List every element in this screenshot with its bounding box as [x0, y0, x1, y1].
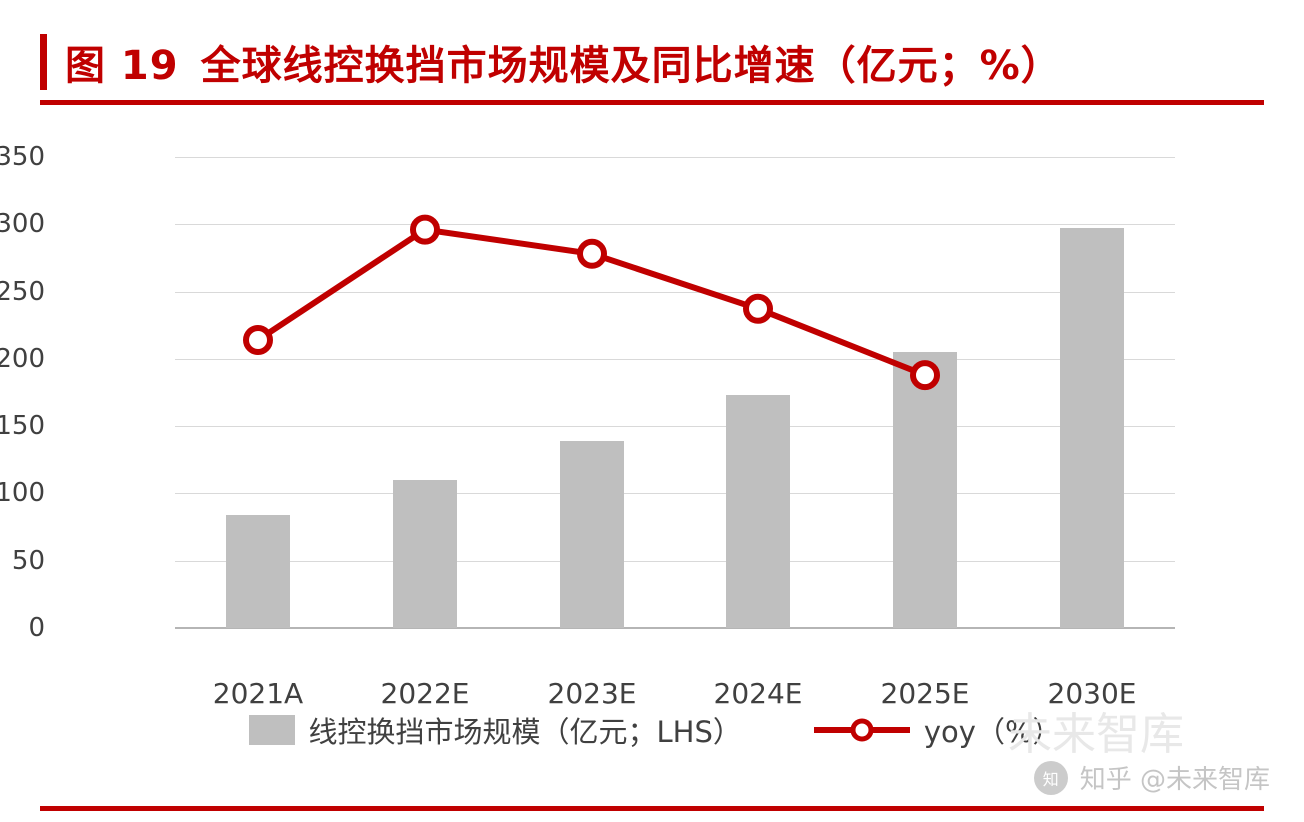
watermark: 知 知乎 @未来智库 [1033, 759, 1270, 796]
watermark-logo-icon: 知 [1033, 760, 1068, 795]
page-title: 全球线控换挡市场规模及同比增速（亿元；%） [200, 43, 1062, 89]
gridline [175, 426, 1175, 428]
yoy-marker-2022E [410, 214, 440, 245]
yoy-line-series [243, 214, 940, 391]
legend-item-line: yoy（%） [813, 709, 1062, 751]
y-axis-left-tick: 50 [11, 545, 45, 576]
legend-line-label: yoy（%） [923, 715, 1062, 749]
bar-2025E [893, 352, 957, 628]
title-accent-bar [40, 34, 47, 90]
bar-2024E [726, 395, 790, 628]
gridline [175, 560, 1175, 562]
yoy-marker-2025E [910, 360, 940, 391]
yoy-marker-2021A [243, 325, 273, 355]
y-axis-left-tick: 200 [0, 343, 45, 374]
gridline [175, 224, 1175, 226]
figure-number-label: 图 19 [65, 43, 179, 89]
x-axis-label-2024E: 2024E [713, 677, 803, 710]
title-divider [40, 100, 1264, 105]
plot-region: 0 0% 50 5% 100 10% 150 15% 200 20% [0, 142, 1175, 710]
figure-title-bar: 图 19 全球线控换挡市场规模及同比增速（亿元；%） [40, 26, 1264, 98]
gridline [175, 157, 1175, 158]
yoy-marker-2024E [743, 293, 773, 324]
watermark-ghost-text: 未来智库 [1008, 709, 1184, 760]
x-axis-label-2025E: 2025E [880, 677, 970, 710]
y-axis-left-tick: 0 [28, 613, 45, 643]
legend-item-bar: 线控换挡市场规模（亿元；LHS） [248, 709, 742, 751]
x-axis-label-2030E: 2030E [1047, 677, 1137, 710]
legend-bar-label: 线控换挡市场规模（亿元；LHS） [308, 715, 742, 749]
bar-2023E [560, 440, 624, 628]
legend-line-swatch [813, 717, 910, 743]
legend-bar-swatch [248, 715, 295, 745]
x-axis-label-2022E: 2022E [380, 677, 470, 710]
y-axis-left-tick: 350 [0, 142, 45, 172]
bar-2030E [1060, 228, 1124, 628]
y-axis-left-tick: 100 [0, 478, 45, 509]
bar-2021A [226, 515, 290, 628]
gridline [175, 358, 1175, 360]
y-axis-left-tick: 250 [0, 276, 45, 307]
gridline [175, 493, 1175, 495]
x-axis-line [175, 627, 1175, 629]
x-axis-label-2023E: 2023E [547, 677, 637, 710]
x-axis-label-2021A: 2021A [212, 677, 304, 710]
legend-line-icon [813, 718, 910, 742]
y-axis-left-tick: 150 [0, 411, 45, 442]
yoy-marker-2023E [577, 238, 607, 269]
watermark-text: 知乎 @未来智库 [1079, 765, 1270, 795]
chart-area: 0 0% 50 5% 100 10% 150 15% 200 20% [0, 120, 1250, 710]
bar-2022E [393, 480, 457, 628]
bottom-divider [40, 806, 1264, 811]
gridline [175, 291, 1175, 293]
y-axis-left-tick: 300 [0, 209, 45, 240]
chart-legend: 线控换挡市场规模（亿元；LHS） yoy（%） [60, 700, 1250, 760]
